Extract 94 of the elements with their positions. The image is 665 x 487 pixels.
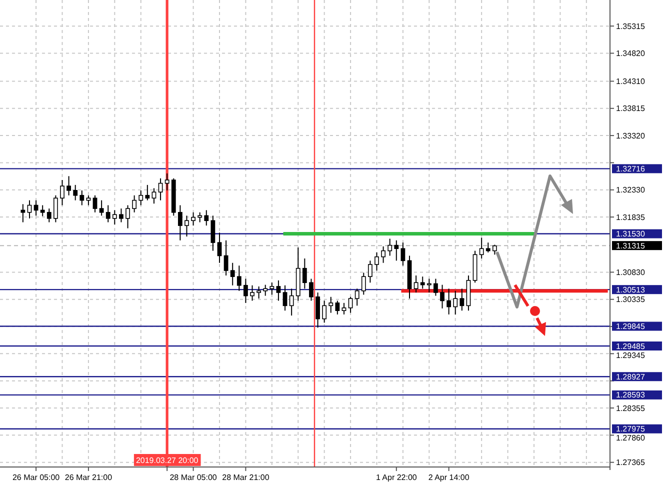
candlestick — [388, 238, 392, 256]
y-tick-label: 1.31835 — [616, 212, 646, 222]
candlestick — [244, 278, 248, 304]
y-tick-label: 1.34310 — [616, 77, 646, 86]
ref-line-label: 1.28593 — [616, 390, 646, 400]
y-tick-label: 1.33320 — [616, 131, 646, 140]
candlestick — [276, 280, 281, 302]
candlestick — [289, 288, 294, 316]
candlestick — [178, 204, 182, 241]
y-tick-label: 1.34820 — [616, 49, 646, 58]
candlestick — [236, 265, 242, 292]
candlestick — [394, 240, 399, 262]
candlestick — [204, 210, 209, 226]
candlestick — [486, 242, 490, 253]
candlestick — [184, 215, 189, 238]
candlestick — [99, 200, 104, 216]
candlestick — [53, 194, 58, 223]
candlestick — [250, 284, 254, 302]
y-tick-label: 1.32330 — [616, 186, 646, 195]
candlestick — [302, 258, 307, 290]
candlestick — [479, 237, 484, 259]
x-tick-label: 2019.03.27 20:00 — [136, 456, 199, 465]
candlestick — [335, 300, 340, 315]
y-tick-label: 1.27860 — [616, 434, 646, 443]
y-tick-label: 1.33815 — [616, 104, 646, 114]
candlestick — [92, 194, 98, 213]
candlestick — [374, 252, 379, 272]
x-tick-label: 28 Mar 21:00 — [222, 473, 270, 482]
x-tick-label: 1 Apr 22:00 — [376, 473, 418, 482]
candlestick — [453, 290, 458, 315]
candlestick — [368, 260, 372, 284]
candlestick — [446, 288, 452, 315]
candlestick — [414, 274, 418, 293]
candlestick — [126, 204, 130, 229]
candlestick — [60, 179, 64, 206]
candlestick — [361, 272, 366, 296]
x-tick-label: 2 Apr 14:00 — [428, 473, 470, 482]
candlestick — [80, 190, 84, 206]
candlestick — [40, 204, 45, 217]
candlestick — [145, 184, 150, 201]
candlestick — [191, 212, 196, 226]
candlestick — [164, 172, 170, 191]
candlestick — [381, 246, 386, 264]
ref-line-label: 1.30513 — [616, 285, 646, 294]
candlestick — [342, 302, 346, 315]
candlestick — [210, 215, 216, 252]
candlestick — [46, 208, 52, 223]
candlestick — [263, 284, 268, 296]
candlestick — [316, 292, 320, 328]
candlestick — [460, 288, 464, 312]
candlestick — [66, 176, 71, 196]
y-tick-label: 1.27365 — [616, 458, 646, 468]
candlestick — [354, 288, 360, 306]
ref-line-label: 1.32716 — [616, 164, 646, 174]
candlestick — [420, 276, 425, 290]
x-tick-label: 28 Mar 05:00 — [170, 473, 218, 482]
candlestick — [256, 286, 262, 300]
candlestick — [224, 240, 228, 276]
candlestick — [230, 262, 235, 286]
y-tick-label: 1.28355 — [616, 404, 646, 413]
candlestick — [152, 188, 156, 204]
ref-line-label: 1.27975 — [616, 424, 646, 434]
candlestick — [492, 244, 497, 256]
ref-line-label: 1.28927 — [616, 372, 646, 382]
candlestick — [309, 278, 314, 302]
x-tick-label: 26 Mar 05:00 — [12, 473, 60, 482]
candlestick — [440, 284, 444, 309]
candlestick — [328, 296, 334, 314]
candlestick — [434, 278, 438, 296]
candlestick — [217, 232, 222, 264]
y-tick-label: 1.30335 — [616, 295, 646, 304]
y-tick-label: 1.30830 — [616, 268, 646, 277]
candlestick — [348, 296, 353, 314]
candlestick — [158, 178, 163, 201]
ref-line-label: 1.29485 — [616, 342, 646, 351]
ref-line-label: 1.31315 — [616, 241, 646, 250]
candlestick — [27, 200, 32, 219]
candlestick — [20, 204, 26, 223]
candlestick — [322, 300, 327, 324]
candlestick — [132, 194, 137, 213]
ref-line-label: 1.29845 — [616, 322, 646, 332]
candlestick — [112, 210, 117, 225]
y-tick-label: 1.29345 — [616, 350, 646, 360]
ref-line-label: 1.31530 — [616, 230, 646, 239]
candlestick — [73, 184, 78, 201]
y-tick-label: 1.35315 — [616, 22, 646, 31]
candlestick — [138, 190, 144, 206]
candlestick — [86, 194, 91, 206]
candlestick — [119, 208, 124, 223]
candlestick — [282, 284, 288, 312]
x-tick-label: 26 Mar 21:00 — [64, 473, 113, 482]
candlestick — [400, 242, 406, 266]
candlestick — [106, 204, 110, 223]
candlestick — [270, 282, 274, 296]
